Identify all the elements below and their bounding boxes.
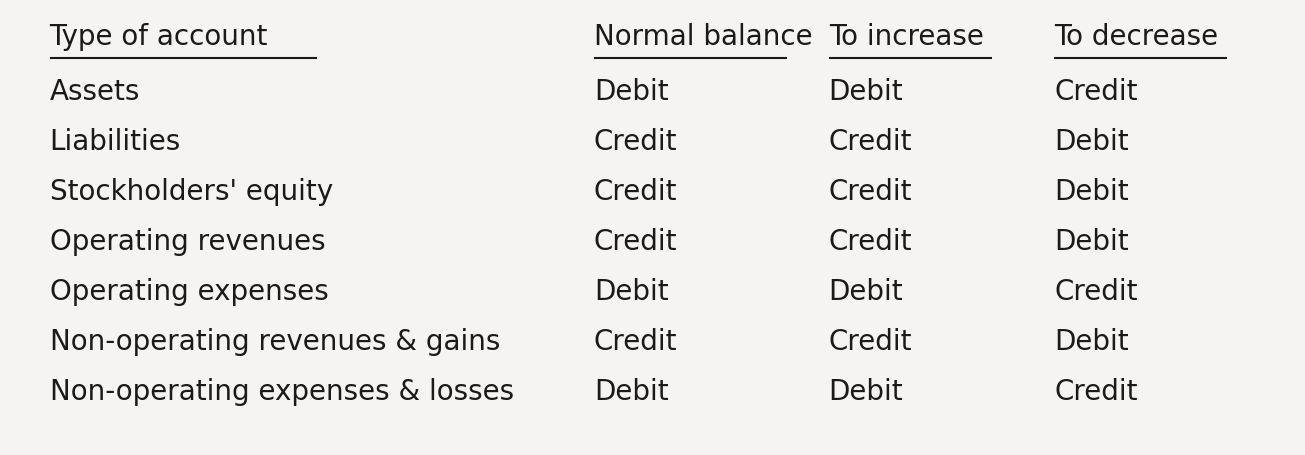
Text: Operating expenses: Operating expenses (50, 278, 329, 305)
Text: Type of account: Type of account (50, 23, 268, 51)
Text: Debit: Debit (1054, 327, 1129, 355)
Text: To decrease: To decrease (1054, 23, 1219, 51)
Text: Credit: Credit (594, 177, 677, 206)
Text: Non-operating revenues & gains: Non-operating revenues & gains (50, 327, 500, 355)
Text: Credit: Credit (1054, 278, 1138, 305)
Text: Debit: Debit (594, 78, 668, 106)
Text: Debit: Debit (594, 278, 668, 305)
Text: Debit: Debit (1054, 128, 1129, 156)
Text: Credit: Credit (829, 327, 912, 355)
Text: Credit: Credit (594, 128, 677, 156)
Text: Non-operating expenses & losses: Non-operating expenses & losses (50, 377, 514, 405)
Text: Debit: Debit (829, 78, 903, 106)
Text: Credit: Credit (829, 177, 912, 206)
Text: Credit: Credit (829, 128, 912, 156)
Text: Credit: Credit (829, 228, 912, 255)
Text: Debit: Debit (1054, 228, 1129, 255)
Text: Stockholders' equity: Stockholders' equity (50, 177, 333, 206)
Text: Debit: Debit (1054, 177, 1129, 206)
Text: Credit: Credit (1054, 377, 1138, 405)
Text: Operating revenues: Operating revenues (50, 228, 325, 255)
Text: Debit: Debit (594, 377, 668, 405)
Text: Credit: Credit (1054, 78, 1138, 106)
Text: Liabilities: Liabilities (50, 128, 181, 156)
Text: Normal balance: Normal balance (594, 23, 813, 51)
Text: To increase: To increase (829, 23, 984, 51)
Text: Credit: Credit (594, 327, 677, 355)
Text: Debit: Debit (829, 278, 903, 305)
Text: Debit: Debit (829, 377, 903, 405)
Text: Credit: Credit (594, 228, 677, 255)
Text: Assets: Assets (50, 78, 140, 106)
